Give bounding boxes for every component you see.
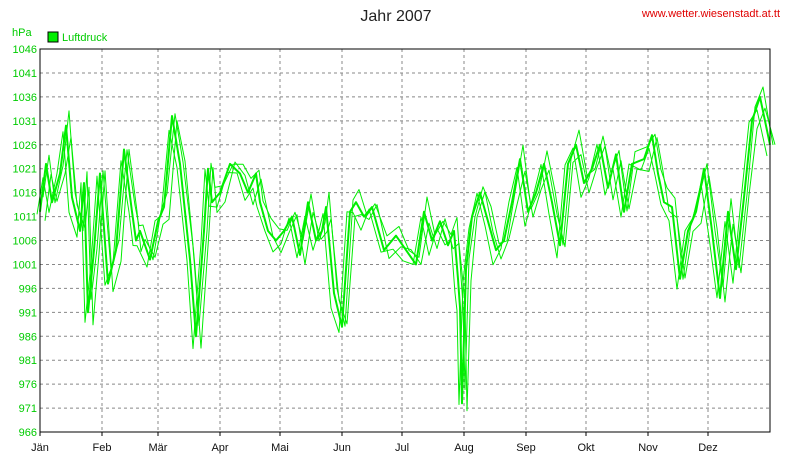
y-tick-label: 1036 (13, 92, 37, 104)
legend-label: Luftdruck (62, 32, 108, 44)
y-tick-label: 1046 (13, 44, 37, 56)
y-tick-label: 986 (19, 331, 37, 343)
y-tick-label: 1041 (13, 68, 37, 80)
x-tick-label: Dez (698, 442, 718, 454)
y-tick-label: 1001 (13, 259, 37, 271)
x-tick-label: Nov (638, 442, 658, 454)
series-line-daily-trace (44, 107, 776, 412)
y-tick-label: 1011 (13, 212, 37, 224)
series-line (39, 95, 771, 405)
x-tick-label: Apr (211, 442, 228, 454)
x-tick-label: Jun (333, 442, 351, 454)
x-tick-label: Sep (516, 442, 536, 454)
y-tick-label: 981 (19, 355, 37, 367)
x-tick-label: Jul (395, 442, 409, 454)
y-tick-label: 1006 (13, 236, 37, 248)
y-tick-label: 1021 (13, 164, 37, 176)
x-tick-label: Okt (577, 442, 594, 454)
y-axis-ticks: 1046 1041 1036 1031 1026 1021 1016 1011 1006 1001… (13, 44, 37, 439)
chart-title: Jahr 2007 (360, 8, 431, 25)
x-tick-label: Aug (454, 442, 474, 454)
y-tick-label: 976 (19, 379, 37, 391)
plot-frame (39, 48, 771, 433)
x-axis-ticks: Jän Feb Mär Apr Mai Jun Jul Aug Sep Okt Nov Dez (31, 432, 718, 454)
x-tick-label: Mär (149, 442, 168, 454)
x-tick-label: Mai (271, 442, 289, 454)
x-tick-label: Jän (31, 442, 49, 454)
series-line-daily-trace (42, 86, 774, 391)
grid-lines (40, 49, 770, 432)
y-tick-label: 1016 (13, 188, 37, 200)
series-line-daily-trace (36, 109, 768, 405)
y-tick-label: 971 (19, 403, 37, 415)
y-tick-label: 966 (19, 427, 37, 439)
series-lines (36, 86, 776, 412)
y-tick-label: 996 (19, 283, 37, 295)
y-tick-label: 1026 (13, 140, 37, 152)
x-tick-label: Feb (93, 442, 112, 454)
legend-swatch (47, 31, 59, 43)
y-tick-label: 991 (19, 307, 37, 319)
site-url: www.wetter.wiesenstadt.at.tt (641, 8, 780, 20)
y-tick-label: 1031 (13, 116, 37, 128)
y-axis-unit: hPa (12, 27, 32, 39)
